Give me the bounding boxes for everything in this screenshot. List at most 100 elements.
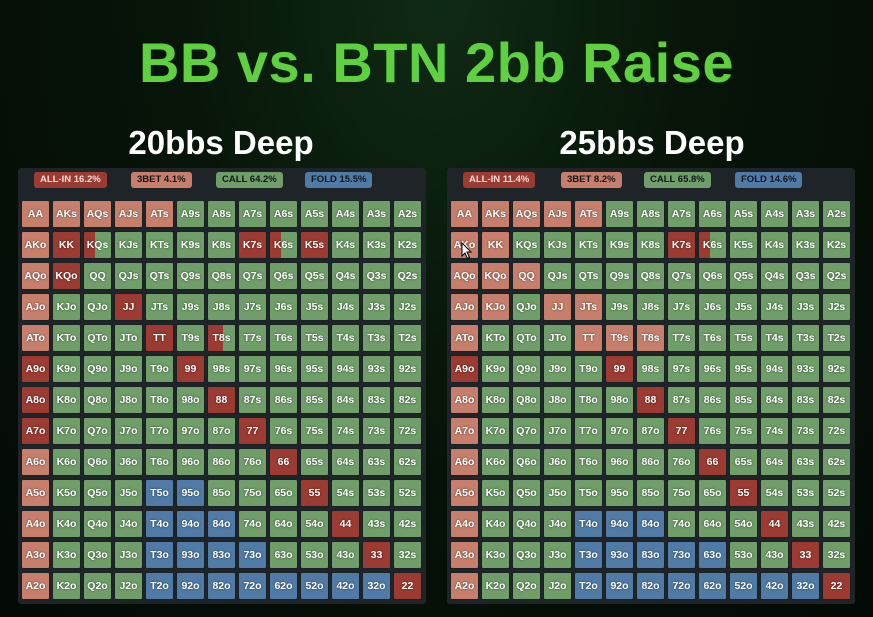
hand-cell[interactable]: T6s <box>698 324 727 352</box>
hand-cell[interactable]: T4s <box>760 324 789 352</box>
hand-cell[interactable]: KJs <box>114 231 143 259</box>
hand-cell[interactable]: QJs <box>114 262 143 290</box>
hand-cell[interactable]: K5o <box>481 479 510 507</box>
hand-cell[interactable]: A5s <box>300 200 329 228</box>
hand-cell[interactable]: 52s <box>393 479 422 507</box>
hand-cell[interactable]: 32o <box>362 572 391 600</box>
hand-cell[interactable]: Q8o <box>512 386 541 414</box>
hand-cell[interactable]: 74s <box>760 417 789 445</box>
hand-cell[interactable]: T4o <box>145 510 174 538</box>
hand-cell[interactable]: Q2o <box>512 572 541 600</box>
hand-cell[interactable]: J7o <box>543 417 572 445</box>
hand-cell[interactable]: KTs <box>145 231 174 259</box>
hand-cell[interactable]: K4s <box>760 231 789 259</box>
hand-cell[interactable]: K2o <box>52 572 81 600</box>
hand-cell[interactable]: 33 <box>362 541 391 569</box>
hand-cell[interactable]: A9s <box>605 200 634 228</box>
hand-cell[interactable]: 88 <box>636 386 665 414</box>
hand-cell[interactable]: 73s <box>362 417 391 445</box>
hand-cell[interactable]: 54o <box>729 510 758 538</box>
hand-cell[interactable]: A7s <box>238 200 267 228</box>
hand-cell[interactable]: J3o <box>114 541 143 569</box>
hand-cell[interactable]: 42s <box>822 510 851 538</box>
hand-cell[interactable]: Q4o <box>512 510 541 538</box>
hand-cell[interactable]: 83s <box>791 386 820 414</box>
hand-cell[interactable]: J3s <box>791 293 820 321</box>
hand-cell[interactable]: J8o <box>114 386 143 414</box>
hand-cell[interactable]: AQo <box>21 262 50 290</box>
hand-cell[interactable]: KQs <box>512 231 541 259</box>
hand-cell[interactable]: A2s <box>822 200 851 228</box>
hand-cell[interactable]: 74s <box>331 417 360 445</box>
hand-cell[interactable]: K2s <box>393 231 422 259</box>
hand-cell[interactable]: Q7s <box>667 262 696 290</box>
hand-cell[interactable]: 33 <box>791 541 820 569</box>
hand-cell[interactable]: J5s <box>729 293 758 321</box>
hand-cell[interactable]: 75o <box>667 479 696 507</box>
hand-cell[interactable]: QTs <box>145 262 174 290</box>
hand-cell[interactable]: 99 <box>176 355 205 383</box>
hand-cell[interactable]: T2s <box>822 324 851 352</box>
hand-cell[interactable]: 83o <box>207 541 236 569</box>
hand-cell[interactable]: JTs <box>574 293 603 321</box>
hand-cell[interactable]: QTo <box>512 324 541 352</box>
hand-cell[interactable]: 53o <box>729 541 758 569</box>
hand-cell[interactable]: 85o <box>636 479 665 507</box>
hand-cell[interactable]: K8o <box>52 386 81 414</box>
hand-cell[interactable]: 76o <box>238 448 267 476</box>
hand-cell[interactable]: 93s <box>791 355 820 383</box>
hand-cell[interactable]: 93o <box>176 541 205 569</box>
hand-cell[interactable]: T5o <box>145 479 174 507</box>
hand-cell[interactable]: QTo <box>83 324 112 352</box>
hand-cell[interactable]: 82s <box>393 386 422 414</box>
hand-cell[interactable]: 97o <box>176 417 205 445</box>
hand-cell[interactable]: QQ <box>512 262 541 290</box>
hand-cell[interactable]: 72o <box>667 572 696 600</box>
hand-cell[interactable]: 82o <box>636 572 665 600</box>
hand-cell[interactable]: ATs <box>145 200 174 228</box>
hand-cell[interactable]: Q6s <box>698 262 727 290</box>
hand-cell[interactable]: Q9o <box>83 355 112 383</box>
hand-cell[interactable]: J2o <box>114 572 143 600</box>
hand-cell[interactable]: T9s <box>605 324 634 352</box>
hand-cell[interactable]: Q2o <box>83 572 112 600</box>
hand-cell[interactable]: 86s <box>269 386 298 414</box>
hand-cell[interactable]: 52s <box>822 479 851 507</box>
hand-cell[interactable]: AJo <box>21 293 50 321</box>
hand-cell[interactable]: J8s <box>636 293 665 321</box>
hand-cell[interactable]: 83s <box>362 386 391 414</box>
hand-cell[interactable]: 96o <box>176 448 205 476</box>
hand-cell[interactable]: T3s <box>791 324 820 352</box>
hand-cell[interactable]: KK <box>52 231 81 259</box>
hand-cell[interactable]: Q8s <box>636 262 665 290</box>
hand-cell[interactable]: 99 <box>605 355 634 383</box>
hand-cell[interactable]: T7s <box>667 324 696 352</box>
hand-cell[interactable]: Q4s <box>331 262 360 290</box>
hand-cell[interactable]: T5o <box>574 479 603 507</box>
hand-cell[interactable]: AQo <box>450 262 479 290</box>
hand-cell[interactable]: 32s <box>822 541 851 569</box>
hand-cell[interactable]: 95s <box>300 355 329 383</box>
hand-cell[interactable]: 43s <box>362 510 391 538</box>
hand-cell[interactable]: 94s <box>760 355 789 383</box>
hand-cell[interactable]: 76s <box>698 417 727 445</box>
hand-cell[interactable]: 75s <box>300 417 329 445</box>
hand-cell[interactable]: 43s <box>791 510 820 538</box>
hand-cell[interactable]: 63s <box>362 448 391 476</box>
hand-cell[interactable]: A8s <box>207 200 236 228</box>
hand-cell[interactable]: Q5s <box>300 262 329 290</box>
hand-cell[interactable]: 73o <box>667 541 696 569</box>
hand-cell[interactable]: 43o <box>760 541 789 569</box>
hand-cell[interactable]: AQs <box>512 200 541 228</box>
hand-cell[interactable]: 44 <box>760 510 789 538</box>
hand-cell[interactable]: 64s <box>331 448 360 476</box>
hand-cell[interactable]: 84s <box>760 386 789 414</box>
hand-cell[interactable]: 77 <box>667 417 696 445</box>
hand-cell[interactable]: A2o <box>21 572 50 600</box>
hand-cell[interactable]: AKs <box>52 200 81 228</box>
hand-cell[interactable]: KTo <box>481 324 510 352</box>
hand-cell[interactable]: 72o <box>238 572 267 600</box>
hand-cell[interactable]: 44 <box>331 510 360 538</box>
hand-cell[interactable]: JTs <box>145 293 174 321</box>
hand-cell[interactable]: 73o <box>238 541 267 569</box>
